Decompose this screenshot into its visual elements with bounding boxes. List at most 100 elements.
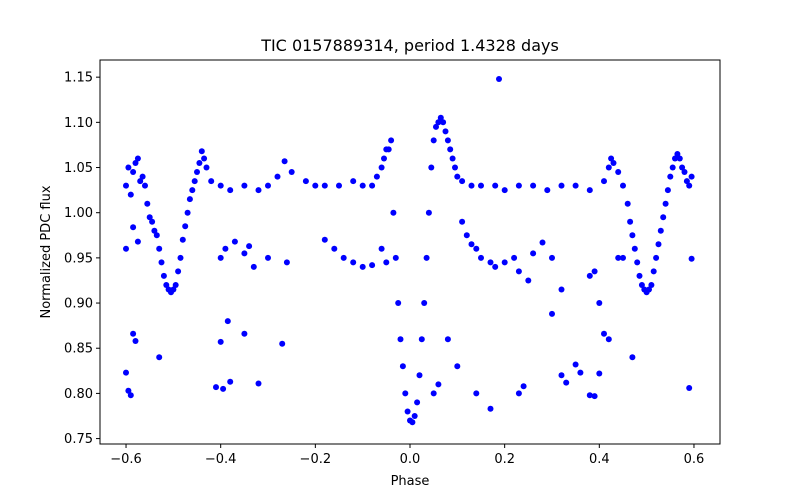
data-point bbox=[586, 392, 593, 399]
data-point bbox=[447, 146, 454, 153]
data-point bbox=[130, 330, 137, 337]
data-point bbox=[428, 164, 435, 171]
data-point bbox=[421, 300, 428, 306]
data-point bbox=[520, 383, 527, 390]
data-point bbox=[414, 399, 421, 406]
data-point bbox=[435, 119, 442, 126]
data-point bbox=[662, 200, 669, 207]
data-point bbox=[530, 250, 537, 257]
data-point bbox=[501, 259, 508, 266]
y-tick-label: 0.75 bbox=[64, 432, 93, 447]
data-point bbox=[610, 160, 617, 166]
data-point bbox=[411, 413, 418, 419]
data-point bbox=[454, 363, 461, 370]
data-point bbox=[596, 370, 603, 377]
data-point bbox=[127, 392, 134, 399]
data-point bbox=[359, 263, 366, 270]
y-tick-label: 0.90 bbox=[64, 297, 93, 312]
y-tick-label: 1.15 bbox=[64, 71, 93, 86]
data-point bbox=[679, 164, 686, 171]
data-point bbox=[563, 379, 570, 386]
data-point bbox=[160, 272, 167, 279]
data-point bbox=[416, 372, 423, 379]
data-point bbox=[331, 245, 338, 252]
data-point bbox=[177, 254, 184, 261]
data-point bbox=[620, 254, 626, 261]
data-point bbox=[208, 178, 215, 185]
data-point bbox=[156, 245, 163, 252]
data-point bbox=[383, 259, 390, 266]
data-point bbox=[657, 227, 664, 234]
data-point bbox=[186, 196, 193, 203]
data-point bbox=[549, 310, 555, 317]
data-point bbox=[340, 254, 347, 261]
data-point bbox=[515, 268, 522, 275]
data-point bbox=[478, 254, 484, 261]
data-point bbox=[688, 173, 695, 180]
data-point bbox=[674, 151, 681, 157]
data-point bbox=[134, 155, 141, 162]
data-point bbox=[629, 354, 636, 361]
data-point bbox=[572, 361, 579, 368]
x-tick-label: 0.0 bbox=[400, 452, 421, 467]
data-point bbox=[539, 239, 546, 246]
data-point bbox=[624, 200, 631, 207]
data-point bbox=[220, 385, 227, 392]
data-point bbox=[196, 160, 203, 166]
data-point bbox=[265, 254, 271, 261]
data-point bbox=[496, 76, 502, 82]
data-point bbox=[369, 262, 376, 269]
data-point bbox=[184, 209, 191, 216]
data-point bbox=[321, 236, 328, 243]
y-tick-label: 0.95 bbox=[64, 251, 93, 266]
data-point bbox=[605, 336, 612, 343]
data-point bbox=[449, 155, 456, 162]
data-point bbox=[279, 340, 286, 347]
data-point bbox=[605, 164, 612, 171]
data-point bbox=[430, 137, 437, 144]
data-point bbox=[130, 169, 137, 175]
data-point bbox=[132, 160, 139, 166]
data-point bbox=[653, 254, 660, 261]
data-point bbox=[667, 173, 674, 180]
data-point bbox=[676, 155, 683, 162]
data-point bbox=[153, 232, 160, 239]
data-point bbox=[669, 164, 676, 171]
data-point bbox=[302, 178, 309, 185]
data-point bbox=[227, 187, 234, 194]
data-point bbox=[591, 268, 598, 275]
data-point bbox=[127, 191, 134, 198]
y-tick-label: 0.85 bbox=[64, 342, 93, 357]
data-point bbox=[172, 282, 179, 288]
data-point bbox=[125, 387, 132, 394]
data-point bbox=[281, 158, 288, 165]
data-point bbox=[620, 182, 626, 189]
data-point bbox=[437, 114, 444, 121]
data-point bbox=[388, 137, 395, 144]
data-point bbox=[596, 300, 603, 306]
data-point bbox=[191, 178, 198, 185]
data-point bbox=[222, 245, 229, 252]
data-point bbox=[336, 182, 342, 189]
data-point bbox=[265, 182, 271, 189]
data-point bbox=[359, 182, 366, 189]
data-point bbox=[468, 241, 475, 248]
data-point bbox=[274, 173, 281, 180]
data-point bbox=[369, 182, 376, 189]
data-point bbox=[683, 178, 690, 185]
data-point bbox=[468, 182, 475, 189]
data-point bbox=[686, 385, 693, 391]
data-point bbox=[660, 214, 667, 221]
data-point bbox=[224, 318, 231, 325]
data-point bbox=[638, 282, 645, 288]
data-point bbox=[681, 169, 688, 175]
data-point bbox=[179, 236, 186, 243]
data-point bbox=[397, 336, 404, 343]
y-tick-label: 0.80 bbox=[64, 387, 93, 402]
data-point bbox=[130, 224, 137, 231]
data-point bbox=[283, 259, 290, 266]
data-point bbox=[255, 380, 262, 387]
data-point bbox=[688, 255, 695, 262]
data-point bbox=[132, 338, 139, 344]
data-point bbox=[515, 390, 522, 397]
